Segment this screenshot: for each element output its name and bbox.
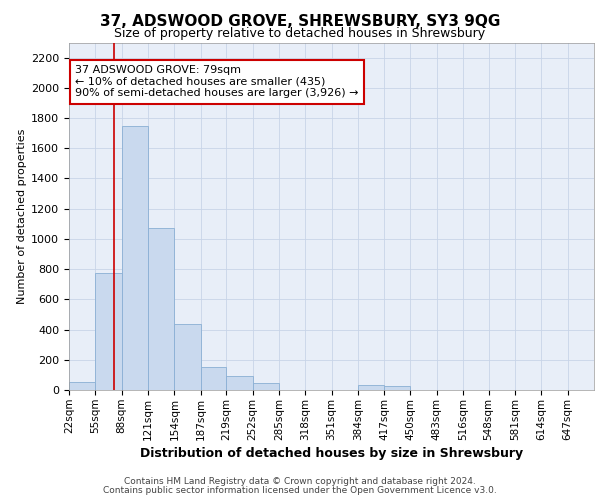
Bar: [200, 366, 226, 390]
Text: 37, ADSWOOD GROVE, SHREWSBURY, SY3 9QG: 37, ADSWOOD GROVE, SHREWSBURY, SY3 9QG: [100, 14, 500, 29]
Bar: [148, 228, 175, 390]
Text: Contains public sector information licensed under the Open Government Licence v3: Contains public sector information licen…: [103, 486, 497, 495]
Text: Size of property relative to detached houses in Shrewsbury: Size of property relative to detached ho…: [115, 28, 485, 40]
Text: Contains HM Land Registry data © Crown copyright and database right 2024.: Contains HM Land Registry data © Crown c…: [124, 477, 476, 486]
Bar: [69, 382, 95, 390]
Bar: [122, 126, 148, 390]
Text: 37 ADSWOOD GROVE: 79sqm
← 10% of detached houses are smaller (435)
90% of semi-d: 37 ADSWOOD GROVE: 79sqm ← 10% of detache…: [76, 65, 359, 98]
X-axis label: Distribution of detached houses by size in Shrewsbury: Distribution of detached houses by size …: [140, 446, 523, 460]
Bar: [358, 386, 384, 390]
Y-axis label: Number of detached properties: Number of detached properties: [17, 128, 27, 304]
Bar: [226, 376, 253, 390]
Bar: [95, 273, 122, 390]
Bar: [175, 324, 200, 390]
Bar: [253, 383, 279, 390]
Bar: [384, 386, 410, 390]
